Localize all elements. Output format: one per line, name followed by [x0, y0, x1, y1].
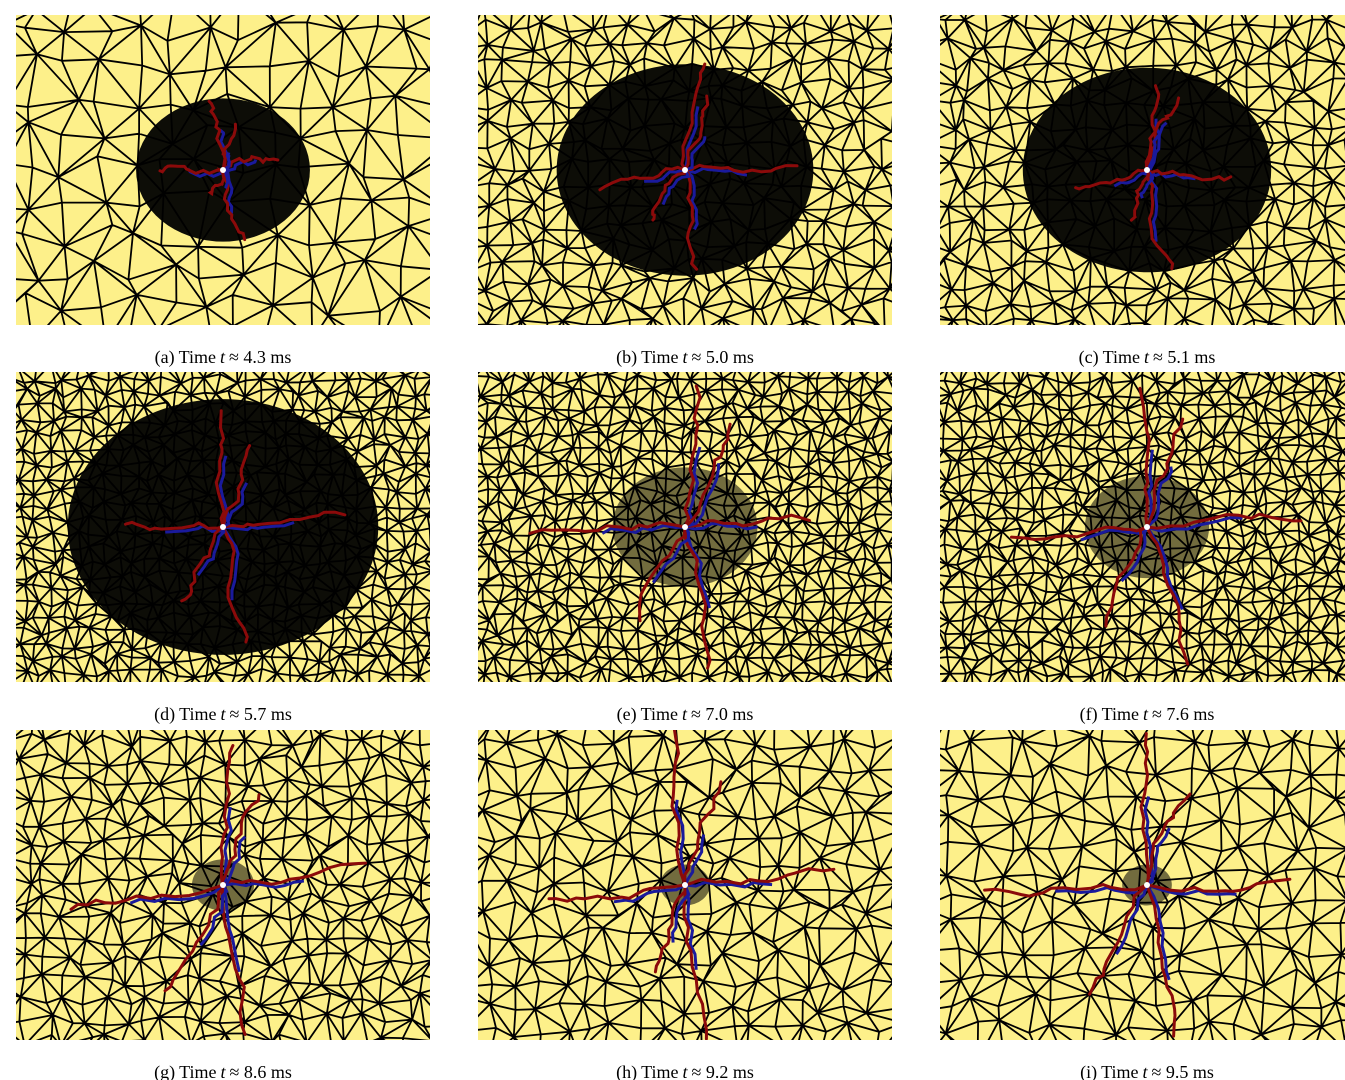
caption-label: (i) [1080, 1062, 1097, 1080]
mesh-panel [940, 730, 1345, 1040]
mesh-panel [16, 15, 430, 325]
caption-symbol: t [1143, 704, 1148, 724]
mesh-panel [478, 15, 892, 325]
caption-label: (d) [154, 704, 175, 724]
caption: (e)Timet≈ 7.0 ms [478, 704, 892, 725]
crack-origin [682, 167, 688, 173]
caption-label: (c) [1079, 347, 1099, 367]
caption-symbol: t [682, 347, 687, 367]
mesh-panel [940, 372, 1345, 682]
caption-text: Time [641, 704, 678, 724]
caption-symbol: t [1142, 1062, 1147, 1080]
caption-value: ≈ 5.7 ms [229, 704, 291, 724]
caption-text: Time [641, 1062, 678, 1080]
caption-symbol: t [220, 347, 225, 367]
crack-origin [1144, 882, 1150, 888]
mesh-image [16, 372, 430, 682]
caption-symbol: t [682, 1062, 687, 1080]
mesh-panel [16, 730, 430, 1040]
caption-value: ≈ 7.6 ms [1152, 704, 1214, 724]
mesh-image [16, 730, 430, 1040]
mesh-image [16, 15, 430, 325]
caption-symbol: t [1144, 347, 1149, 367]
caption-value: ≈ 7.0 ms [691, 704, 753, 724]
caption-label: (g) [154, 1062, 175, 1080]
caption-text: Time [179, 347, 216, 367]
caption-label: (e) [617, 704, 637, 724]
figure: (a)Timet≈ 4.3 ms(b)Timet≈ 5.0 ms(c)Timet… [0, 0, 1345, 1080]
mesh-image [940, 15, 1345, 325]
crack-origin [220, 882, 226, 888]
caption-value: ≈ 9.5 ms [1151, 1062, 1213, 1080]
caption-value: ≈ 4.3 ms [229, 347, 291, 367]
mesh-image [940, 372, 1345, 682]
caption-value: ≈ 9.2 ms [691, 1062, 753, 1080]
caption-text: Time [1102, 704, 1139, 724]
caption-text: Time [1101, 1062, 1138, 1080]
caption: (a)Timet≈ 4.3 ms [16, 347, 430, 368]
mesh-panel [478, 730, 892, 1040]
caption-value: ≈ 5.0 ms [691, 347, 753, 367]
caption: (g)Timet≈ 8.6 ms [16, 1062, 430, 1080]
crack-origin [682, 882, 688, 888]
caption-value: ≈ 8.6 ms [229, 1062, 291, 1080]
mesh-image [478, 15, 892, 325]
caption-text: Time [179, 704, 216, 724]
caption-text: Time [1103, 347, 1140, 367]
caption-label: (h) [616, 1062, 637, 1080]
crack-origin [1144, 167, 1150, 173]
mesh-image [478, 372, 892, 682]
mesh-panel [940, 15, 1345, 325]
caption-text: Time [641, 347, 678, 367]
mesh-image [940, 730, 1345, 1040]
crack-origin [220, 524, 226, 530]
mesh-panel [16, 372, 430, 682]
crack-origin [1144, 524, 1150, 530]
caption-label: (a) [155, 347, 175, 367]
crack-origin [220, 167, 226, 173]
mesh-image [478, 730, 892, 1040]
caption-label: (f) [1080, 704, 1098, 724]
caption-symbol: t [682, 704, 687, 724]
caption-text: Time [179, 1062, 216, 1080]
caption-symbol: t [220, 704, 225, 724]
caption-symbol: t [220, 1062, 225, 1080]
mesh-panel [478, 372, 892, 682]
caption-value: ≈ 5.1 ms [1153, 347, 1215, 367]
crack-origin [682, 524, 688, 530]
caption-label: (b) [616, 347, 637, 367]
